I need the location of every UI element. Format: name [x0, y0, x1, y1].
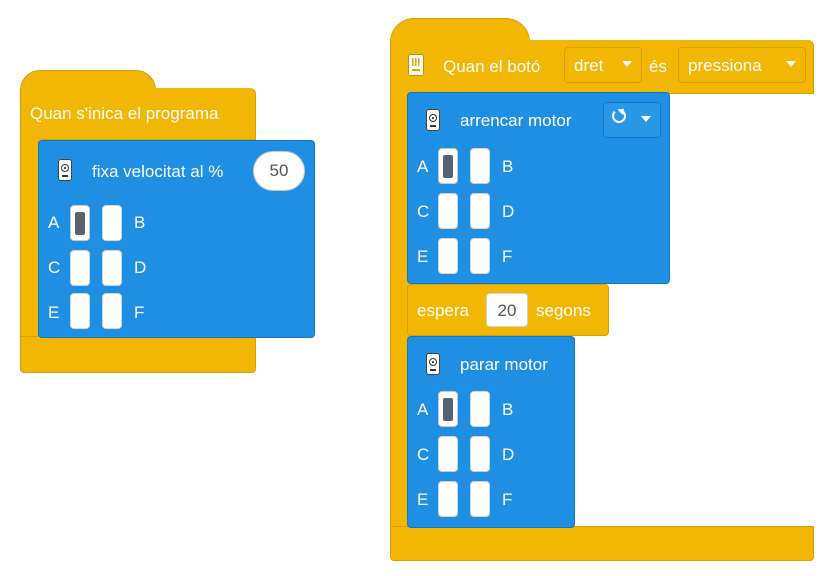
- clockwise-icon: [612, 109, 626, 123]
- port-d-toggle[interactable]: [470, 193, 490, 229]
- port-label-b: B: [502, 157, 514, 176]
- hat-cap: [390, 18, 530, 42]
- chevron-down-icon: [641, 116, 651, 122]
- port-a-toggle[interactable]: [438, 391, 458, 427]
- button-select[interactable]: dret: [564, 47, 642, 83]
- port-label-b: B: [502, 400, 514, 419]
- button-event-label: Quan el botó: [443, 57, 541, 76]
- program-start-hat-block[interactable]: Quan s'inica el programa: [20, 88, 256, 140]
- stack-spine: [20, 138, 40, 338]
- speed-input[interactable]: 50: [253, 151, 305, 191]
- port-e-toggle[interactable]: [438, 238, 458, 274]
- button-state-select[interactable]: pressiona: [678, 47, 806, 83]
- port-label-c: C: [48, 258, 61, 277]
- port-label-c: C: [417, 445, 430, 464]
- stack-spine: [390, 92, 410, 530]
- port-a-toggle[interactable]: [70, 205, 90, 241]
- start-motor-block[interactable]: arrencar motor A B C D E F: [407, 92, 670, 284]
- port-a-toggle[interactable]: [438, 148, 458, 184]
- port-c-toggle[interactable]: [438, 436, 458, 472]
- stop-motor-label: parar motor: [460, 355, 548, 374]
- direction-select[interactable]: [603, 102, 661, 138]
- program-start-label: Quan s'inica el programa: [30, 104, 219, 123]
- chevron-down-icon: [622, 61, 632, 67]
- port-label-d: D: [502, 445, 515, 464]
- port-label-a: A: [417, 400, 429, 419]
- set-speed-block[interactable]: fixa velocitat al % 50 A B C D E F: [38, 140, 315, 338]
- hat-cap: [20, 70, 156, 90]
- button-select-value: dret: [574, 56, 604, 75]
- port-label-a: A: [417, 157, 429, 176]
- stop-motor-block[interactable]: parar motor A B C D E F: [407, 336, 575, 528]
- wait-seconds-input[interactable]: 20: [486, 293, 528, 327]
- port-label-f: F: [134, 303, 145, 322]
- start-motor-label: arrencar motor: [460, 111, 572, 130]
- port-label-e: E: [417, 247, 429, 266]
- hub-icon: [426, 353, 440, 375]
- port-b-toggle[interactable]: [470, 148, 490, 184]
- port-f-toggle[interactable]: [470, 481, 490, 517]
- port-b-toggle[interactable]: [470, 391, 490, 427]
- port-label-e: E: [417, 490, 429, 509]
- port-e-toggle[interactable]: [438, 481, 458, 517]
- hub-button-icon: [408, 54, 424, 76]
- button-event-hat-block[interactable]: Quan el botó dret és pressiona: [390, 40, 814, 94]
- port-label-f: F: [502, 247, 513, 266]
- hub-icon: [58, 159, 72, 181]
- port-label-b: B: [134, 213, 146, 232]
- port-c-toggle[interactable]: [70, 250, 90, 286]
- port-f-toggle[interactable]: [470, 238, 490, 274]
- wait-suffix-label: segons: [536, 301, 591, 320]
- port-label-d: D: [134, 258, 147, 277]
- port-d-toggle[interactable]: [102, 250, 122, 286]
- port-f-toggle[interactable]: [102, 293, 122, 329]
- port-c-toggle[interactable]: [438, 193, 458, 229]
- port-b-toggle[interactable]: [102, 205, 122, 241]
- port-label-f: F: [502, 490, 513, 509]
- port-label-e: E: [48, 303, 60, 322]
- port-label-c: C: [417, 202, 430, 221]
- button-state-value: pressiona: [688, 56, 762, 75]
- port-e-toggle[interactable]: [70, 293, 90, 329]
- hub-icon: [426, 109, 440, 131]
- set-speed-label: fixa velocitat al %: [92, 162, 224, 181]
- wait-block[interactable]: espera 20 segons: [407, 284, 609, 336]
- port-label-a: A: [48, 213, 60, 232]
- button-event-mid-label: és: [649, 57, 667, 76]
- port-d-toggle[interactable]: [470, 436, 490, 472]
- stack-footer: [390, 526, 814, 561]
- port-label-d: D: [502, 202, 515, 221]
- chevron-down-icon: [786, 61, 796, 67]
- stack-footer: [20, 336, 256, 373]
- wait-label: espera: [417, 301, 469, 320]
